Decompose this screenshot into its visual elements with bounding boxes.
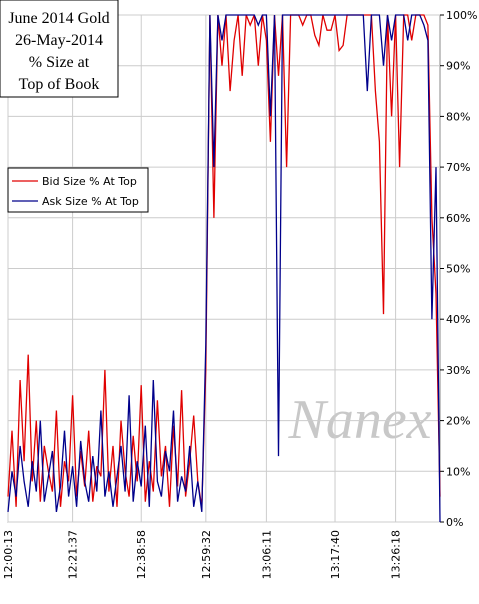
- y-tick-label: 60%: [446, 212, 470, 225]
- x-tick-label: 13:26:18: [390, 530, 403, 579]
- y-tick-label: 20%: [446, 415, 470, 428]
- y-tick-label: 70%: [446, 161, 470, 174]
- chart-title: June 2014 Gold: [8, 10, 109, 27]
- y-tick-label: 50%: [446, 263, 470, 276]
- y-tick-label: 10%: [446, 465, 470, 478]
- legend-label: Ask Size % At Top: [42, 195, 139, 208]
- x-tick-label: 12:21:37: [67, 530, 80, 579]
- chart-title: % Size at: [29, 54, 90, 71]
- title-box: [0, 0, 119, 98]
- y-tick-label: 80%: [446, 110, 470, 123]
- chart-title: 26-May-2014: [15, 32, 103, 49]
- y-tick-label: 90%: [446, 60, 470, 73]
- x-tick-label: 12:38:58: [135, 530, 148, 579]
- x-tick-label: 13:17:40: [329, 530, 342, 579]
- x-tick-label: 13:06:11: [260, 530, 273, 579]
- legend-box: [7, 167, 149, 213]
- legend-label: Bid Size % At Top: [42, 175, 137, 188]
- chart-title: Top of Book: [19, 76, 100, 93]
- x-tick-label: 12:59:32: [200, 530, 213, 579]
- y-tick-label: 30%: [446, 364, 470, 377]
- y-tick-label: 100%: [446, 9, 477, 22]
- y-tick-label: 0%: [446, 516, 463, 529]
- y-tick-label: 40%: [446, 313, 470, 326]
- series-line: [7, 14, 441, 523]
- watermark: Nanex: [287, 389, 431, 451]
- x-tick-label: 12:00:13: [2, 530, 15, 579]
